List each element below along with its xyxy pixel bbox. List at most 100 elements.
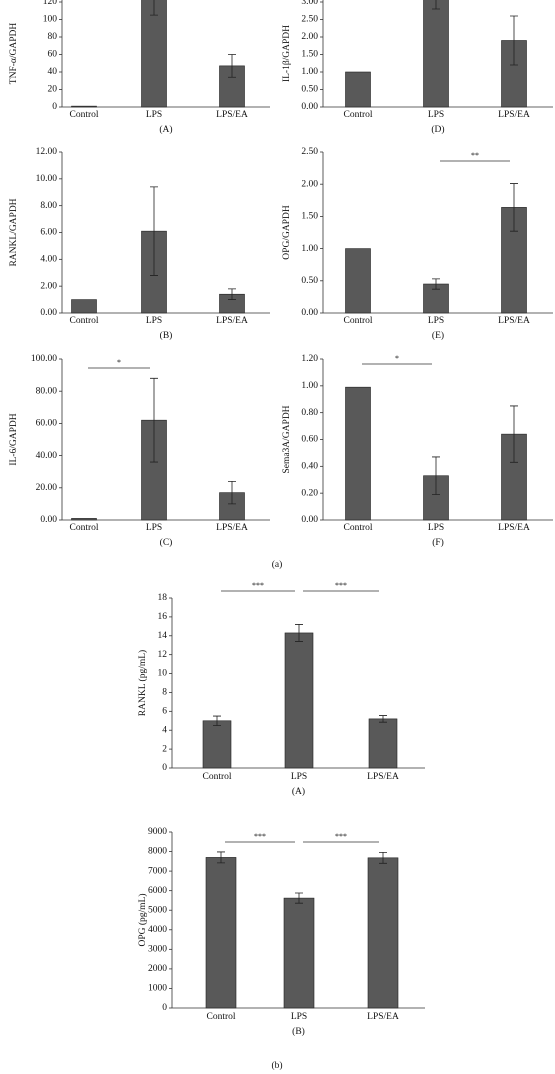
error-bar xyxy=(213,715,221,726)
panel-caption: (E) xyxy=(432,330,444,341)
y-tick-label: 2.50 xyxy=(301,15,318,25)
x-tick-label: LPS/EA xyxy=(216,110,248,120)
error-bar xyxy=(510,183,518,232)
significance-label: ** xyxy=(471,151,479,160)
bar xyxy=(345,386,371,521)
x-tick-label: LPS xyxy=(146,316,162,326)
error-bar xyxy=(510,15,518,66)
y-tick-label: 40.00 xyxy=(36,451,58,461)
y-tick-label: 0.00 xyxy=(40,308,57,318)
panel-caption: (B) xyxy=(292,1026,305,1037)
y-tick-label: 10 xyxy=(158,669,168,679)
y-tick-label: 2.00 xyxy=(301,179,318,189)
panel-caption: (F) xyxy=(432,537,444,548)
y-tick-label: 0.00 xyxy=(40,515,57,525)
y-tick-label: 1.50 xyxy=(301,212,318,222)
y-axis-label: IL-6/GAPDH xyxy=(9,413,19,465)
error-bar xyxy=(510,405,518,463)
y-tick-label: 0 xyxy=(52,102,57,112)
x-tick-label: LPS/EA xyxy=(498,523,530,533)
y-tick-label: 100.00 xyxy=(31,354,57,364)
x-tick-label: LPS/EA xyxy=(216,316,248,326)
y-tick-label: 12.00 xyxy=(36,147,58,157)
y-tick-label: 5000 xyxy=(148,905,167,915)
y-axis-label: RANKL/GAPDH xyxy=(9,198,19,266)
x-tick-label: LPS xyxy=(428,110,444,120)
y-tick-label: 0.50 xyxy=(301,85,318,95)
y-tick-label: 3000 xyxy=(148,945,167,955)
error-bar xyxy=(295,892,303,904)
y-tick-label: 8 xyxy=(162,688,167,698)
y-tick-label: 18 xyxy=(158,593,168,603)
x-tick-label: LPS xyxy=(146,523,162,533)
bar xyxy=(141,0,167,108)
y-tick-label: 1000 xyxy=(148,984,167,994)
y-tick-label: 1.00 xyxy=(301,244,318,254)
bar xyxy=(345,248,371,314)
y-tick-label: 2.00 xyxy=(301,32,318,42)
x-tick-label: LPS xyxy=(291,1012,307,1022)
y-axis-label: OPG (pg/mL) xyxy=(137,893,148,946)
bar xyxy=(71,299,97,314)
y-tick-label: 2000 xyxy=(148,964,167,974)
x-tick-label: Control xyxy=(343,316,372,326)
y-tick-label: 1.00 xyxy=(301,381,318,391)
y-axis-label: TNF-α/GAPDH xyxy=(9,23,19,85)
significance-label: *** xyxy=(254,832,266,841)
bar xyxy=(205,857,237,1009)
y-tick-label: 0.60 xyxy=(301,435,318,445)
y-axis-label: Sema3A/GAPDH xyxy=(282,405,292,473)
significance-label: *** xyxy=(252,581,264,590)
y-tick-label: 60 xyxy=(48,50,58,60)
error-bar xyxy=(432,0,440,10)
x-tick-label: LPS/EA xyxy=(498,110,530,120)
error-bar xyxy=(228,480,236,505)
bar xyxy=(423,0,449,108)
y-tick-label: 14 xyxy=(158,631,168,641)
x-tick-label: LPS xyxy=(146,110,162,120)
y-axis-label: IL-1β/GAPDH xyxy=(282,25,292,82)
x-tick-label: LPS/EA xyxy=(367,1012,399,1022)
error-bar xyxy=(217,851,225,864)
y-tick-label: 0.00 xyxy=(301,308,318,318)
y-tick-label: 0.40 xyxy=(301,462,318,472)
x-tick-label: Control xyxy=(206,1012,235,1022)
y-tick-label: 6.00 xyxy=(40,228,57,238)
error-bar xyxy=(379,851,387,864)
error-bar xyxy=(228,54,236,78)
y-tick-label: 20.00 xyxy=(36,483,58,493)
x-tick-label: Control xyxy=(343,110,372,120)
bar xyxy=(345,71,371,108)
bar xyxy=(283,897,315,1009)
y-tick-label: 0 xyxy=(162,1003,167,1013)
y-tick-label: 80.00 xyxy=(36,386,58,396)
panel-caption: (A) xyxy=(159,124,172,135)
y-tick-label: 8000 xyxy=(148,847,167,857)
significance-label: * xyxy=(395,354,399,363)
error-bar xyxy=(432,278,440,290)
x-tick-label: LPS xyxy=(291,772,307,782)
y-tick-label: 80 xyxy=(48,32,58,42)
error-bar xyxy=(379,715,387,723)
y-tick-label: 2.50 xyxy=(301,147,318,157)
y-tick-label: 3.00 xyxy=(301,0,318,7)
y-tick-label: 10.00 xyxy=(36,174,58,184)
y-tick-label: 6000 xyxy=(148,886,167,896)
error-bar xyxy=(150,377,158,463)
y-tick-label: 0 xyxy=(162,763,167,773)
y-tick-label: 100 xyxy=(43,15,58,25)
panel-caption: (A) xyxy=(292,786,305,797)
x-tick-label: LPS xyxy=(428,523,444,533)
y-tick-label: 0.00 xyxy=(301,102,318,112)
y-tick-label: 40 xyxy=(48,67,58,77)
error-bar xyxy=(295,624,303,642)
y-tick-label: 4 xyxy=(162,725,167,735)
panel-caption: (D) xyxy=(431,124,444,135)
y-tick-label: 16 xyxy=(158,612,168,622)
y-tick-label: 12 xyxy=(158,650,168,660)
y-tick-label: 20 xyxy=(48,85,58,95)
x-tick-label: Control xyxy=(69,316,98,326)
x-tick-label: LPS xyxy=(428,316,444,326)
error-bar xyxy=(150,0,158,16)
